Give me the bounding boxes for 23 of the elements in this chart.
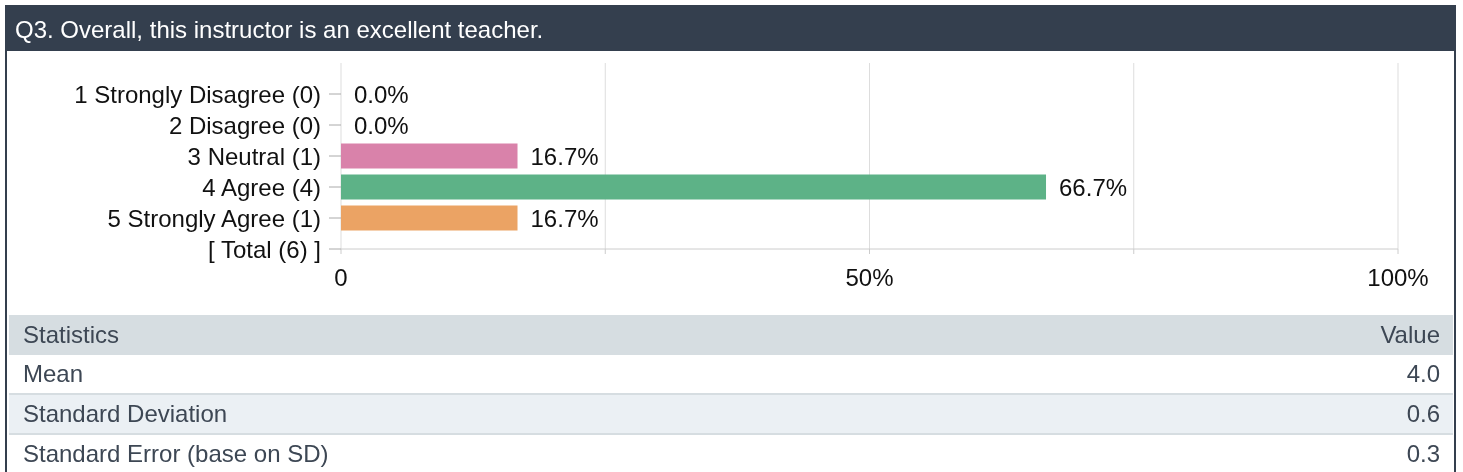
text: Statistics <box>23 321 120 349</box>
data-label: 16.7% <box>530 142 599 170</box>
y-tick-label: 3 Neutral (1) <box>187 142 321 170</box>
y-tick-label: 2 Disagree (0) <box>168 111 321 139</box>
data-label: 0.0% <box>354 111 409 139</box>
text: 0.6 <box>1406 400 1440 428</box>
text: Standard Deviation <box>23 400 228 428</box>
text: 4.0 <box>1406 360 1440 388</box>
y-tick-label: 1 Strongly Disagree (0) <box>74 80 321 108</box>
text: Mean <box>23 360 84 388</box>
x-tick-label: 0 <box>334 264 348 292</box>
text: 0.3 <box>1406 440 1440 468</box>
chart-title: Q3. Overall, this instructor is an excellent teacher. <box>7 5 1454 51</box>
text: Standard Error (base on SD) <box>23 440 329 468</box>
text: Value <box>1380 321 1440 349</box>
y-tick-label: 5 Strongly Agree (1) <box>107 204 321 232</box>
x-tick-label: 50% <box>845 264 894 292</box>
y-tick-label: [ Total (6) ] <box>208 235 321 263</box>
y-tick-label: 4 Agree (4) <box>202 173 321 201</box>
data-label: 16.7% <box>530 204 599 232</box>
x-tick-label: 100% <box>1367 264 1429 292</box>
data-label: 66.7% <box>1059 173 1128 201</box>
data-label: 0.0% <box>354 80 409 108</box>
